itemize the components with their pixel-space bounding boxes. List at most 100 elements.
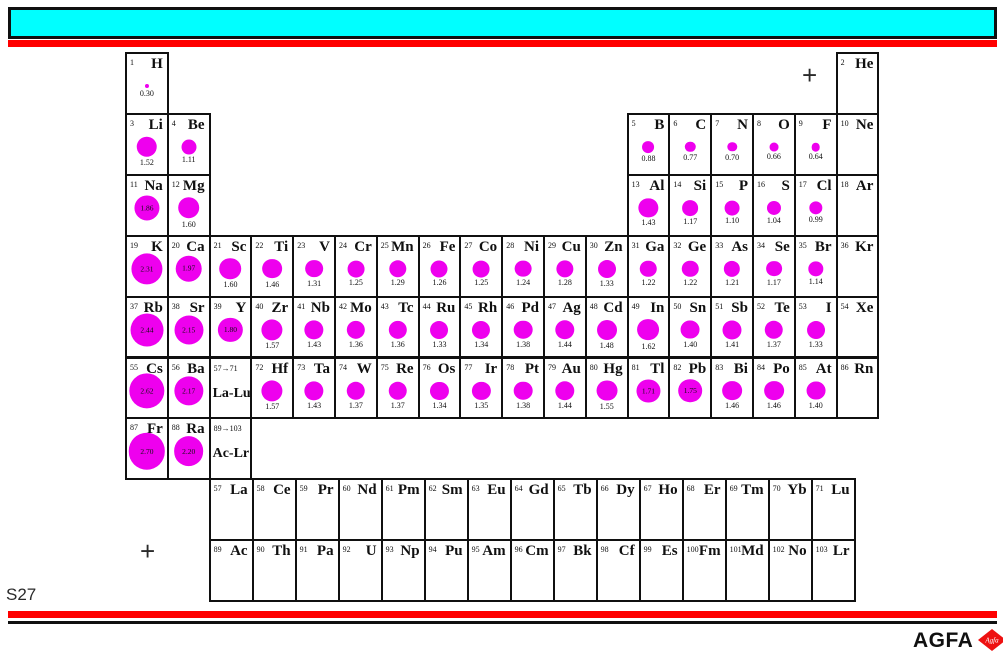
radius-value: 1.57	[265, 402, 280, 412]
element-cell-th: 90 Th	[251, 539, 297, 602]
element-symbol: Rn	[854, 360, 874, 377]
element-symbol: Ag	[562, 299, 581, 316]
radius-value: 1.46	[725, 401, 740, 411]
radius-value: 1.22	[641, 277, 656, 287]
atomic-number: 37	[130, 301, 138, 311]
atomic-radius-bubble	[685, 141, 696, 153]
element-cell-tm: 69 Tm	[724, 478, 770, 541]
element-symbol: Tm	[741, 482, 764, 498]
element-cell-bi: 83 Bi 1.46	[710, 356, 754, 420]
atomic-number: 92	[342, 545, 351, 554]
radius-value: 1.86	[140, 203, 154, 213]
atomic-radius-bubble	[177, 197, 200, 219]
radius-value: 1.43	[641, 218, 656, 228]
radius-value: 1.37	[390, 400, 405, 410]
placeholder-label: La-Lu	[212, 385, 251, 401]
element-cell-br: 35 Br 1.14	[793, 234, 838, 298]
element-symbol: Re	[396, 360, 414, 377]
atomic-radius-bubble: 2.15	[174, 315, 204, 345]
atomic-number: 13	[631, 179, 640, 189]
atomic-number: 29	[548, 240, 556, 250]
element-symbol: Br	[814, 238, 832, 255]
element-symbol: N	[737, 116, 748, 133]
atomic-radius-bubble	[347, 260, 365, 278]
atomic-radius-bubble: 2.70	[128, 433, 166, 470]
element-cell-ge: 32 Ge 1.22	[668, 234, 713, 298]
atomic-number: 42	[339, 301, 347, 311]
atomic-number: 44	[422, 301, 431, 311]
atomic-number: 93	[385, 545, 394, 554]
atomic-radius-bubble	[680, 320, 700, 340]
element-cell-sr: 38 Sr 2.15	[166, 295, 211, 359]
radius-value: 1.44	[557, 340, 572, 350]
atomic-number: 77	[464, 362, 473, 372]
element-cell-co: 27 Co 1.25	[459, 234, 504, 298]
radius-value: 1.38	[516, 400, 531, 410]
atomic-number: 43	[380, 301, 389, 311]
element-cell-pd: 46 Pd 1.38	[501, 295, 545, 359]
element-symbol: B	[654, 116, 665, 133]
atomic-number: 101	[729, 545, 742, 554]
atomic-number: 4	[171, 118, 176, 128]
atomic-radius-bubble	[430, 320, 449, 339]
atomic-number: 1	[130, 58, 134, 67]
atomic-number: 25	[380, 240, 389, 250]
radius-value: 1.43	[307, 340, 322, 350]
radius-value: 1.62	[641, 341, 656, 351]
element-symbol: Hg	[603, 360, 623, 377]
atomic-radius-bubble	[388, 381, 407, 400]
radius-value: 0.66	[766, 152, 781, 162]
element-symbol: Kr	[855, 238, 874, 255]
top-red-rule	[8, 40, 997, 47]
radius-value: 2.31	[140, 264, 154, 274]
element-cell-ta: 73 Ta 1.43	[292, 356, 336, 420]
radius-value: 1.17	[683, 216, 698, 226]
radius-value: 1.29	[390, 278, 405, 288]
atomic-number: 89	[213, 545, 222, 554]
atomic-number: 88	[171, 423, 180, 433]
element-cell-eu: 63 Eu	[466, 478, 512, 541]
radius-value: 1.40	[808, 400, 823, 410]
atomic-number: 21	[213, 240, 222, 250]
element-cell-tc: 43 Tc 1.36	[375, 295, 420, 359]
radius-value: 1.40	[683, 340, 698, 350]
atomic-radius-bubble	[682, 199, 699, 216]
placeholder-range: 89→103	[213, 424, 242, 434]
element-cell-w: 74 W 1.37	[334, 356, 378, 420]
radius-value: 1.60	[223, 280, 238, 290]
atomic-radius-bubble: 1.80	[218, 317, 243, 342]
radius-value: 0.70	[725, 152, 740, 162]
radius-value: 1.33	[599, 278, 614, 288]
element-cell-y: 39 Y 1.80	[208, 295, 253, 359]
placeholder-range: 57→71	[213, 363, 238, 373]
atomic-number: 98	[600, 545, 609, 554]
element-symbol: Rb	[143, 299, 163, 316]
atomic-number: 91	[299, 545, 308, 554]
atomic-number: 76	[422, 362, 431, 372]
radius-value: 2.20	[182, 446, 196, 456]
atomic-number: 85	[798, 362, 807, 372]
element-cell-tb: 65 Tb	[552, 478, 598, 541]
element-symbol: Cf	[618, 543, 635, 559]
element-cell-mg: 12 Mg 1.60	[166, 173, 211, 237]
element-cell-lu: 71 Lu	[810, 478, 856, 541]
atomic-number: 38	[171, 301, 180, 311]
atomic-radius-bubble	[766, 260, 782, 277]
element-symbol: Gd	[528, 482, 549, 498]
element-cell-ho: 67 Ho	[638, 478, 684, 541]
element-symbol: Ni	[523, 238, 539, 255]
element-symbol: Na	[144, 177, 163, 194]
atomic-number: 27	[464, 240, 473, 250]
element-symbol: F	[822, 116, 832, 133]
element-cell-ni: 28 Ni 1.24	[501, 234, 545, 298]
atomic-number: 67	[643, 484, 652, 493]
element-symbol: Rh	[478, 299, 498, 316]
atomic-number: 47	[548, 301, 556, 311]
atomic-number: 15	[715, 179, 724, 189]
element-symbol: Tb	[573, 482, 592, 498]
element-symbol: Mo	[350, 299, 372, 316]
bottom-black-rule	[8, 621, 997, 624]
atomic-radius-bubble	[806, 320, 825, 339]
element-cell-er: 68 Er	[681, 478, 727, 541]
atomic-number: 55	[130, 362, 138, 372]
